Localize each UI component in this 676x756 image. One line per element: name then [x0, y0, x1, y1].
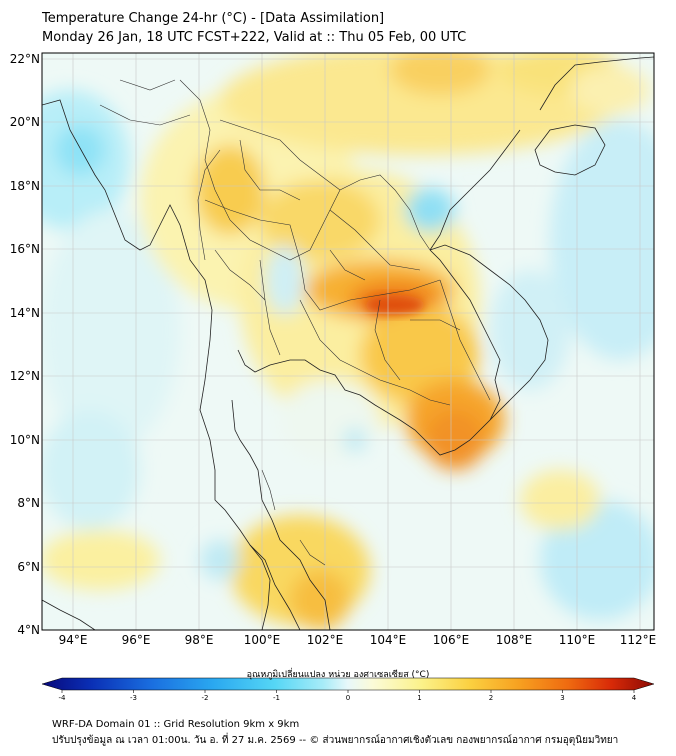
colorbar-tick-2: 2 [488, 694, 494, 702]
colorbar-tick-m1: -1 [273, 694, 280, 702]
footer-credit: ปรับปรุงข้อมูล ณ เวลา 01:00น. วัน อ. ที่… [52, 735, 619, 746]
graticule [42, 53, 654, 630]
lon-label-104e: 104°E [369, 633, 407, 647]
map-frame [41, 52, 655, 631]
lon-label-100e: 100°E [243, 633, 281, 647]
colorbar-title: อุณหภูมิเปลี่ยนแปลง หน่วย องศาเซลเซียส (… [246, 670, 430, 680]
lon-label-102e: 102°E [306, 633, 344, 647]
colorbar-tick-4: 4 [631, 694, 637, 702]
colorbar-tick-3: 3 [560, 694, 565, 702]
lon-label-106e: 106°E [432, 633, 470, 647]
lat-label-18n: 18°N [9, 179, 40, 193]
lat-label-10n: 10°N [9, 433, 40, 447]
title-line-1: Temperature Change 24-hr (°C) - [Data As… [42, 11, 385, 26]
lat-label-4n: 4°N [17, 623, 40, 637]
lat-label-6n: 6°N [17, 560, 40, 574]
lon-label-98e: 98°E [184, 633, 214, 647]
lat-label-16n: 16°N [9, 242, 40, 256]
lat-label-12n: 12°N [9, 369, 40, 383]
title-line-2: Monday 26 Jan, 18 UTC FCST+222, Valid at… [42, 30, 467, 45]
lon-label-96e: 96°E [121, 633, 151, 647]
colorbar-tick-m3: -3 [130, 694, 137, 702]
lon-label-112e: 112°E [619, 633, 657, 647]
lat-label-22n: 22°N [9, 52, 40, 66]
colorbar [41, 677, 655, 693]
colorbar-tick-m4: -4 [58, 694, 66, 702]
lat-label-8n: 8°N [17, 496, 40, 510]
lat-label-20n: 20°N [9, 115, 40, 129]
lon-label-94e: 94°E [58, 633, 88, 647]
coastlines [42, 56, 654, 630]
lat-label-14n: 14°N [9, 306, 40, 320]
footer-model-info: WRF-DA Domain 01 :: Grid Resolution 9km … [52, 719, 300, 730]
colorbar-tick-0: 0 [345, 694, 351, 702]
temperature-field [42, 53, 654, 630]
colorbar-tick-m2: -2 [201, 694, 209, 702]
colorbar-tick-1: 1 [417, 694, 422, 702]
lon-label-108e: 108°E [495, 633, 533, 647]
province-borders [99, 79, 491, 566]
lon-label-110e: 110°E [558, 633, 596, 647]
